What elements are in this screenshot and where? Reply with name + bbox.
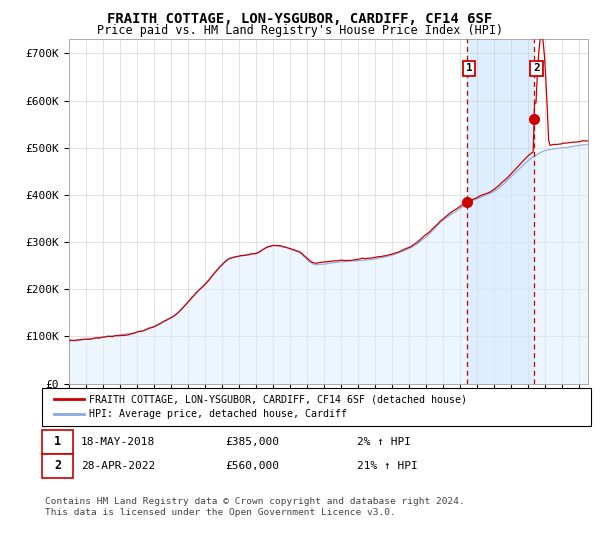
Text: £560,000: £560,000 — [225, 461, 279, 471]
Text: 2: 2 — [533, 63, 540, 73]
Text: Contains HM Land Registry data © Crown copyright and database right 2024.
This d: Contains HM Land Registry data © Crown c… — [45, 497, 465, 517]
Text: FRAITH COTTAGE, LON-YSGUBOR, CARDIFF, CF14 6SF (detached house): FRAITH COTTAGE, LON-YSGUBOR, CARDIFF, CF… — [89, 394, 467, 404]
Text: 1: 1 — [466, 63, 473, 73]
Text: 1: 1 — [54, 435, 61, 449]
Text: £385,000: £385,000 — [225, 437, 279, 447]
Text: HPI: Average price, detached house, Cardiff: HPI: Average price, detached house, Card… — [89, 409, 347, 419]
Text: 28-APR-2022: 28-APR-2022 — [81, 461, 155, 471]
Bar — [467, 39, 534, 384]
Text: 2: 2 — [54, 459, 61, 473]
Text: 21% ↑ HPI: 21% ↑ HPI — [357, 461, 418, 471]
Text: 18-MAY-2018: 18-MAY-2018 — [81, 437, 155, 447]
Text: FRAITH COTTAGE, LON-YSGUBOR, CARDIFF, CF14 6SF: FRAITH COTTAGE, LON-YSGUBOR, CARDIFF, CF… — [107, 12, 493, 26]
Text: Price paid vs. HM Land Registry's House Price Index (HPI): Price paid vs. HM Land Registry's House … — [97, 24, 503, 36]
Text: 2% ↑ HPI: 2% ↑ HPI — [357, 437, 411, 447]
